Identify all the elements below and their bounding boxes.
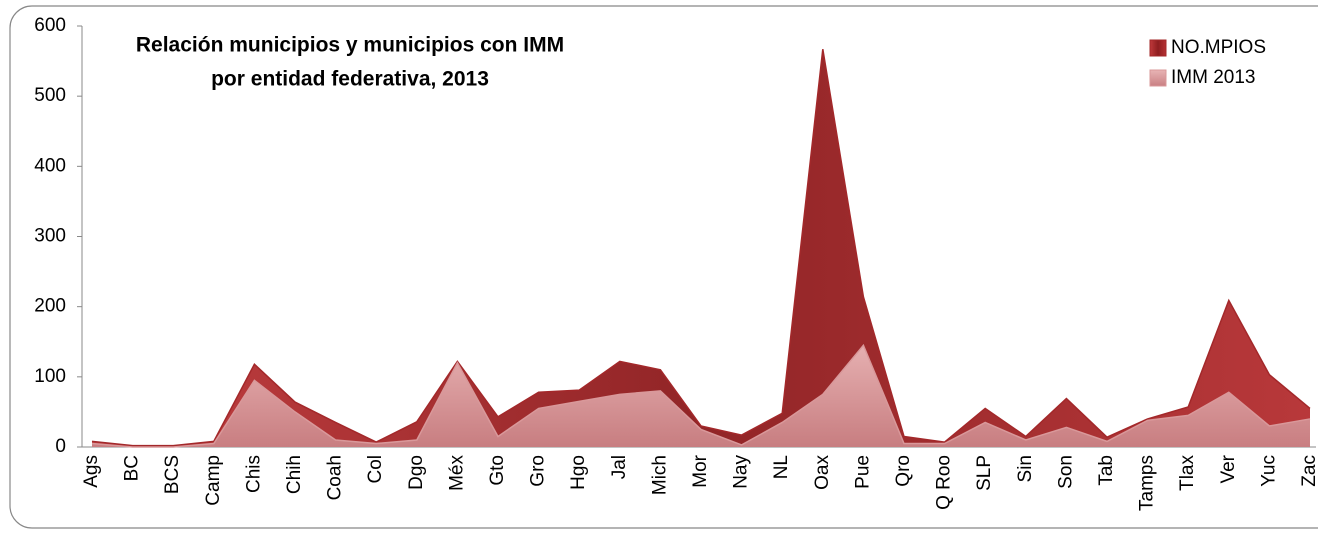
x-tick-label: BC <box>122 455 143 481</box>
y-tick-label: 600 <box>34 15 66 36</box>
x-tick-label: Oax <box>812 455 833 490</box>
y-tick-label: 300 <box>34 226 66 247</box>
x-tick-label: Gro <box>528 455 549 487</box>
x-tick-label: Hgo <box>568 455 589 490</box>
x-tick-label: Ags <box>81 455 102 488</box>
x-tick-label: Dgo <box>406 455 427 490</box>
y-tick-label: 200 <box>34 296 66 317</box>
legend-swatch <box>1149 69 1167 87</box>
x-tick-label: Yuc <box>1258 455 1279 487</box>
chart-title: Relación municipios y municipios con IMM <box>136 34 564 57</box>
y-tick-label: 400 <box>34 155 66 176</box>
x-tick-label: Son <box>1055 455 1076 489</box>
x-tick-label: Ver <box>1218 454 1239 483</box>
x-tick-label: Sin <box>1015 455 1036 482</box>
x-tick-label: BCS <box>162 455 183 494</box>
x-tick-label: Col <box>365 455 386 484</box>
area-line <box>91 49 1311 447</box>
x-tick-label: Tab <box>1096 455 1117 486</box>
x-tick-label: Qro <box>893 455 914 487</box>
x-tick-label: Jal <box>609 455 630 479</box>
area-fill <box>92 49 1310 447</box>
area-fill <box>92 345 1310 447</box>
plot-area: Ags BC BCS Camp Chis Chih Coah Col Dgo Méx Gto Gro H… <box>81 49 1318 511</box>
x-tick-label: Méx <box>446 455 467 491</box>
x-tick-label: Coah <box>325 455 346 500</box>
x-tick-label: Tamps <box>1137 455 1158 511</box>
y-tick-label: 500 <box>34 85 66 106</box>
x-tick-label: Zac <box>1299 455 1318 487</box>
legend-swatch <box>1149 39 1167 57</box>
x-tick-label: Mor <box>690 454 711 487</box>
x-tick-label: Q Roo <box>934 455 955 510</box>
x-tick-label: Tlax <box>1177 455 1198 491</box>
legend-label: IMM 2013 <box>1171 67 1255 88</box>
chart-title: por entidad federativa, 2013 <box>211 68 489 91</box>
y-tick-label: 0 <box>55 436 66 457</box>
x-tick-label: SLP <box>974 455 995 491</box>
x-tick-label: NL <box>771 455 792 479</box>
x-tick-label: Gto <box>487 455 508 486</box>
legend-label: NO.MPIOS <box>1171 37 1266 58</box>
chart-frame <box>9 5 1318 529</box>
x-tick-label: Chih <box>284 455 305 494</box>
x-tick-label: Nay <box>731 455 752 489</box>
x-tick-label: Chis <box>243 455 264 493</box>
x-tick-label: Pue <box>852 455 873 489</box>
x-tick-label: Camp <box>203 455 224 506</box>
y-tick-label: 100 <box>34 366 66 387</box>
area-line <box>91 343 1311 448</box>
x-tick-label: Mich <box>649 455 670 495</box>
